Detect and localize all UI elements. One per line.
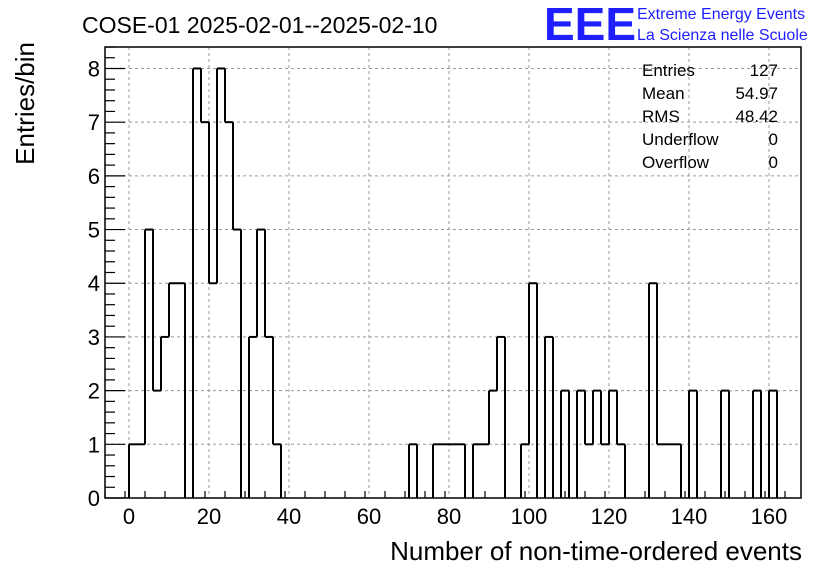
y-tick-label: 3 <box>88 325 100 350</box>
stats-label: Entries <box>642 61 695 80</box>
logo-line-2: La Scienza nelle Scuole <box>637 27 808 44</box>
x-tick-label: 100 <box>511 504 548 529</box>
x-tick-label: 160 <box>751 504 788 529</box>
y-tick-label: 8 <box>88 56 100 81</box>
y-tick-label: 1 <box>88 432 100 457</box>
stats-label: RMS <box>642 107 680 126</box>
stats-box: Entries 127 Mean 54.97 RMS 48.42 Underflow 0 Ove… <box>642 61 778 172</box>
x-axis-title: Number of non-time-ordered events <box>390 536 802 566</box>
x-tick-label: 80 <box>437 504 461 529</box>
x-tick-label: 20 <box>197 504 221 529</box>
axes <box>104 46 802 499</box>
stats-label: Underflow <box>642 130 719 149</box>
x-tick-label: 0 <box>123 504 135 529</box>
histogram-series <box>128 67 778 498</box>
stats-value: 0 <box>769 153 778 172</box>
stats-label: Mean <box>642 84 685 103</box>
x-tick-label: 60 <box>357 504 381 529</box>
y-tick-labels: 0 1 2 3 4 5 6 7 8 <box>88 56 100 511</box>
x-tick-label: 120 <box>591 504 628 529</box>
y-tick-label: 0 <box>88 486 100 511</box>
stats-value: 127 <box>750 61 778 80</box>
chart-title: COSE-01 2025-02-01--2025-02-10 <box>82 12 437 38</box>
x-tick-labels: 0 20 40 60 80 100 120 140 160 <box>123 504 787 529</box>
logo-line-1: Extreme Energy Events <box>637 6 805 23</box>
stats-label: Overflow <box>642 153 710 172</box>
y-tick-label: 2 <box>88 379 100 404</box>
eee-logo: EEE Extreme Energy Events La Scienza nel… <box>544 0 808 50</box>
y-tick-label: 6 <box>88 164 100 189</box>
y-tick-label: 4 <box>88 271 100 296</box>
y-tick-label: 7 <box>88 110 100 135</box>
x-tick-label: 40 <box>277 504 301 529</box>
stats-value: 0 <box>769 130 778 149</box>
stats-value: 48.42 <box>735 107 778 126</box>
grid <box>105 47 801 498</box>
stats-value: 54.97 <box>735 84 778 103</box>
y-tick-label: 5 <box>88 218 100 243</box>
y-axis-title: Entries/bin <box>10 42 40 165</box>
logo-letters: EEE <box>544 0 636 50</box>
x-tick-label: 140 <box>671 504 708 529</box>
